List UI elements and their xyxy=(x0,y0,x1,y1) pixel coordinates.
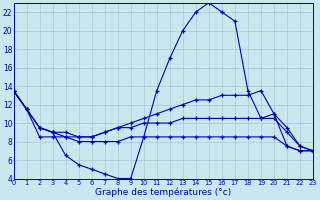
X-axis label: Graphe des températures (°c): Graphe des températures (°c) xyxy=(95,188,231,197)
